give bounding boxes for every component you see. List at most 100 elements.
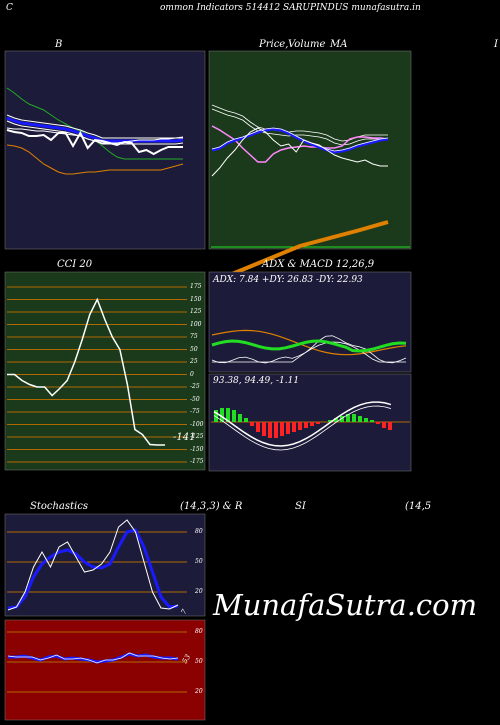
macd-histogram-bar [346, 414, 350, 422]
adx-lines [211, 329, 407, 364]
macd-histogram-bar [340, 416, 344, 422]
macd-histogram-bar [286, 422, 290, 434]
stochastics-tick-label: 50 [195, 558, 203, 565]
price-close-line [211, 127, 388, 177]
cci-last-value: -141 [173, 432, 196, 443]
rsi-tick-label: 80 [195, 628, 203, 635]
header-title: ommon Indicators 514412 SARUPINDUS munaf… [160, 3, 421, 13]
cci-tick-label: 150 [190, 295, 202, 303]
macd-histogram-bar [358, 416, 362, 422]
cci-title: CCI 20 [57, 259, 93, 270]
bollinger-series-line [6, 129, 183, 156]
macd-histogram-bar [262, 422, 266, 436]
rsi-line [7, 652, 179, 664]
adx-line [211, 339, 407, 353]
cci-tick-label: 25 [190, 358, 198, 365]
header-left-letter: C [6, 3, 13, 13]
stochastics-k-line [7, 519, 179, 611]
cci-tick-label: -175 [190, 458, 204, 465]
adx-title: ADX & MACD 12,26,9 [262, 259, 375, 270]
cci-tick-label: 0 [190, 370, 194, 378]
adx-panel [208, 271, 412, 373]
price-lines [211, 104, 389, 177]
price-panel [208, 50, 412, 250]
cci-tick-label: -75 [190, 408, 200, 415]
cci-line [7, 297, 165, 446]
macd-histogram-bar [250, 422, 254, 426]
watermark: MunafaSutra.com [213, 588, 478, 622]
macd-histogram-bar [298, 422, 302, 430]
adx-plus-di-line [212, 341, 406, 363]
stochastics-lines [7, 519, 179, 611]
macd-histogram-bar [310, 422, 314, 426]
macd-histogram-bar [316, 422, 320, 424]
macd-readout: 93.38, 94.49, -1.11 [213, 376, 300, 386]
cci-tick-label: 100 [190, 320, 202, 328]
cci-grid [7, 286, 187, 463]
cci-tick-label: -125 [190, 433, 204, 440]
macd-signal-line [213, 405, 392, 451]
stochastics-tick-label: 80 [195, 528, 203, 535]
right-letter: I [494, 39, 498, 50]
cci-tick-label: -50 [190, 395, 200, 403]
adx-readout: ADX: 7.84 +DY: 26.83 -DY: 22.93 [213, 275, 363, 285]
bollinger-series-line [6, 144, 184, 175]
rsi-panel [4, 619, 206, 721]
cci-tick-label: -100 [190, 420, 204, 428]
macd-histogram-bar [382, 422, 386, 428]
stochastics-tick-label: 20 [195, 588, 203, 595]
stochastics-title-left: Stochastics [30, 501, 88, 512]
macd-histogram-bar [364, 418, 368, 422]
price-volume-trend [231, 220, 389, 276]
bollinger-lines [6, 87, 184, 175]
stochastics-d-line [7, 528, 179, 610]
rsi-tick-label: 50 [195, 658, 203, 665]
bollinger-band-edge [6, 120, 184, 145]
macd-histogram-bar [238, 414, 242, 422]
adx-minus-di-line [211, 329, 407, 356]
macd-histogram-bar [334, 418, 338, 422]
macd-histogram-bar [304, 422, 308, 428]
bollinger-series-line [6, 116, 184, 143]
rsi-title-left: SI [295, 501, 306, 512]
cci-tick-label: -25 [190, 383, 200, 390]
price-title-price: Price, [259, 39, 289, 50]
macd-histogram-bar [226, 408, 230, 422]
bollinger-band-edge [6, 114, 184, 139]
macd-histogram-bar [352, 414, 356, 422]
macd-histogram-bar [232, 410, 236, 422]
stochastics-grid [7, 531, 187, 593]
macd-histogram-bar [256, 422, 260, 432]
macd-histogram-bar [280, 422, 284, 436]
rsi-lines [7, 652, 179, 664]
price-ma-line [211, 108, 388, 146]
macd-histogram [214, 408, 392, 438]
rsi-tick-label: 20 [195, 688, 203, 695]
macd-histogram-bar [388, 422, 392, 430]
cci-tick-label: 50 [190, 345, 198, 353]
adx-plus-di-line [211, 335, 407, 364]
stochastics-title-right: (14,3,3) & R [180, 501, 243, 512]
macd-lines [213, 401, 392, 451]
price-ma-line [211, 127, 389, 154]
cci-line-path [7, 297, 165, 446]
cci-tick-label: 125 [190, 308, 202, 315]
cci-tick-label: -150 [190, 445, 204, 453]
macd-histogram-bar [292, 422, 296, 432]
price-title-volume: Volume [288, 39, 326, 50]
macd-histogram-bar [268, 422, 272, 438]
macd-histogram-bar [274, 422, 278, 438]
bollinger-title: B [55, 39, 63, 50]
cci-tick-label: 75 [190, 333, 198, 340]
macd-histogram-bar [214, 410, 218, 422]
macd-histogram-bar [244, 418, 248, 422]
macd-histogram-bar [370, 420, 374, 422]
macd-histogram-bar [328, 420, 332, 422]
bollinger-panel [4, 50, 206, 250]
price-ma-line [211, 127, 389, 152]
cci-tick-label: 175 [190, 283, 202, 290]
macd-histogram-bar [376, 422, 380, 424]
rsi-title-right: (14,5 [405, 501, 432, 512]
macd-histogram-bar [220, 408, 224, 422]
